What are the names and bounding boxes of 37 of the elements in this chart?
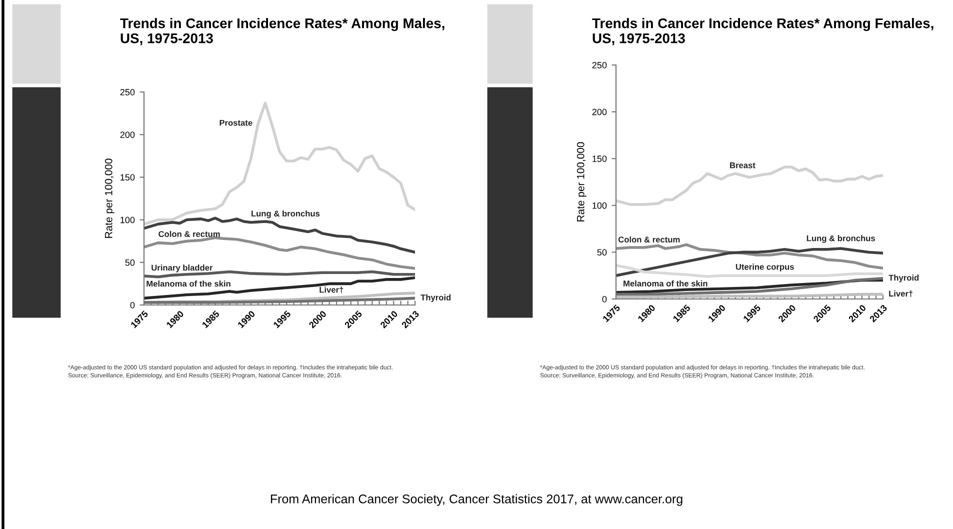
chart-title: Trends in Cancer Incidence Rates* Among Females, US, 1975-2013: [592, 18, 934, 46]
y-tick-label: 200: [592, 108, 607, 116]
series-label: Breast: [730, 162, 756, 168]
series-label: Uterine corpus: [736, 264, 794, 272]
line-series: [616, 264, 883, 278]
line-series: [616, 247, 883, 277]
y-tick-label: 250: [592, 62, 607, 68]
y-tick-label: 150: [592, 156, 607, 162]
series-label: Melanoma of the skin: [624, 280, 708, 286]
series-label: Urinary bladder: [152, 264, 213, 272]
series-label: Colon & rectum: [618, 236, 680, 242]
y-tick-label: 50: [125, 259, 135, 266]
y-axis-title: Rate per 100,000: [576, 142, 586, 222]
series-label: Colon & rectum: [158, 230, 220, 237]
line-series: [144, 102, 415, 226]
y-tick-label: 100: [592, 202, 607, 209]
series-label: Thyroid: [420, 294, 451, 302]
y-tick-label: 150: [120, 174, 135, 181]
series-label: Melanoma of the skin: [146, 280, 230, 287]
series-label: Liver†: [889, 290, 913, 298]
y-tick-label: 100: [120, 216, 135, 224]
series-label: Lung & bronchus: [252, 210, 320, 218]
y-tick-label: 0: [602, 296, 607, 302]
y-tick-label: 200: [120, 132, 135, 138]
y-tick-label: 50: [597, 249, 607, 256]
chart-title: Trends in Cancer Incidence Rates* Among Males, US, 1975-2013: [120, 18, 444, 46]
y-tick-label: 250: [120, 88, 135, 96]
line-series: [144, 216, 415, 254]
series-label: Prostate: [220, 120, 252, 126]
text: From American Cancer Society, Cancer Statistics 2017, at www.cancer.org: [270, 494, 682, 506]
series-label: Liver†: [320, 286, 344, 294]
line-series: [144, 276, 415, 300]
series-label: Lung & bronchus: [806, 235, 875, 243]
y-tick-label: 0: [130, 302, 135, 308]
line-series: [616, 243, 883, 270]
y-axis-title: Rate per 100,000: [104, 158, 114, 238]
series-label: Thyroid: [888, 274, 919, 282]
